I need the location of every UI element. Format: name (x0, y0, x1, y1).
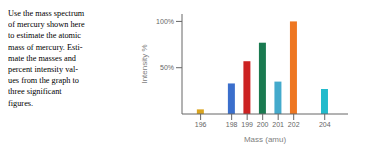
svg-text:198: 198 (226, 121, 238, 128)
svg-text:200: 200 (257, 121, 269, 128)
html-text:mate the masses and: mate the masses and (8, 53, 76, 63)
html-text:percent intensity val-: percent intensity val- (8, 64, 78, 74)
svg-text:Mass (amu): Mass (amu) (244, 135, 287, 144)
svg-text:199: 199 (241, 121, 253, 128)
svg-text:Intensity %: Intensity % (140, 44, 149, 83)
svg-text:202: 202 (288, 121, 300, 128)
svg-text:204: 204 (319, 121, 331, 128)
html-text:Use the mass spectrum: Use the mass spectrum (8, 9, 85, 18)
svg-text:201: 201 (272, 121, 284, 128)
svg-text:100%: 100% (156, 18, 174, 25)
html-text:of mercury shown here: of mercury shown here (8, 20, 85, 30)
html-text:ues from the graph to: ues from the graph to (8, 76, 79, 86)
svg-text:196: 196 (195, 121, 207, 128)
html-text:figures.: figures. (8, 98, 34, 108)
svg-text:50%: 50% (160, 64, 174, 71)
html-text:mass of mercury. Esti-: mass of mercury. Esti- (8, 42, 83, 52)
html-text:three significant: three significant (8, 87, 62, 97)
html-text:to estimate the atomic: to estimate the atomic (8, 31, 81, 41)
